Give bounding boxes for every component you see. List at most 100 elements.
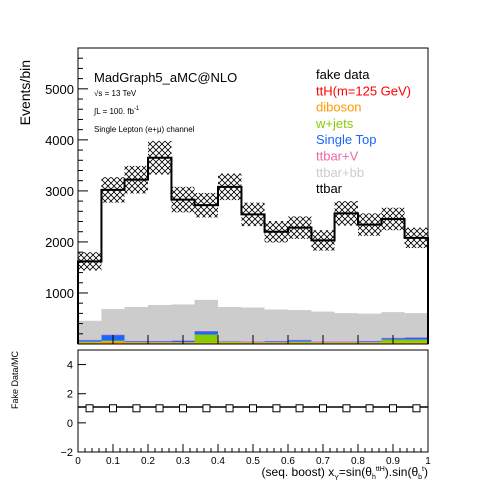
legend-entry-single-top: Single Top xyxy=(316,132,376,147)
bottom-x-tick-label: 0.4 xyxy=(211,456,225,467)
top-y-label: Events/bin xyxy=(17,60,33,125)
stack-ttbar-v-bin-0 xyxy=(78,339,102,341)
stack-ttbar-bb-bin-3 xyxy=(148,304,172,341)
ratio-point xyxy=(319,404,327,413)
ratio-point xyxy=(225,404,234,413)
bottom-x-tick-label: 0.2 xyxy=(141,456,155,467)
stack-single-top-bin-12 xyxy=(358,341,382,343)
top-y-tick-label: 4000 xyxy=(45,133,74,148)
stack-ttbar-v-bin-5 xyxy=(194,330,218,332)
top-y-tick-label: 2000 xyxy=(45,235,74,250)
bottom-x-tick-label: 0.9 xyxy=(386,456,400,467)
stack-ttbar-v-bin-3 xyxy=(148,340,172,342)
stack-ttbar-bb-bin-9 xyxy=(288,310,312,340)
bottom-y-tick-label: 2 xyxy=(67,389,73,401)
energy-label: √s = 13 TeV xyxy=(94,89,137,98)
stack-single-top-bin-3 xyxy=(148,341,172,343)
top-y-tick-label: 1000 xyxy=(45,286,74,301)
stack-diboson-bin-5 xyxy=(194,342,218,344)
stack-ttbar-bb-bin-7 xyxy=(241,307,265,342)
bottom-x-tick-label: 0.7 xyxy=(316,456,330,467)
stack-single-top-bin-14 xyxy=(404,337,428,340)
bottom-x-tick-label: 0.5 xyxy=(246,456,260,467)
ratio-point xyxy=(202,404,211,413)
lumi-label: ∫L = 100. fb-1 xyxy=(93,106,140,116)
bottom-x-axis: 0 0.1 0.2 0.3 0.4 0.5 0.6 0.7 0.8 0.9 1 xyxy=(75,444,431,467)
stack-diboson-bin-0 xyxy=(78,342,102,344)
stack-single-top-bin-8 xyxy=(264,341,288,343)
stack-ttbar-v-bin-14 xyxy=(404,337,428,338)
channel-label: Single Lepton (e+μ) channel xyxy=(94,125,195,134)
stack-w-jets-bin-8 xyxy=(264,342,288,343)
stack-ttbar-bb-bin-6 xyxy=(218,307,242,341)
ratio-point xyxy=(365,404,374,413)
ratio-point xyxy=(412,404,421,413)
stack-single-top-bin-0 xyxy=(78,340,102,342)
bottom-y-tick-label: 0 xyxy=(67,418,73,430)
top-y-axis: 1000 2000 3000 4000 5000 xyxy=(45,57,88,335)
legend-entry-tth-m-125-gev-: ttH(m=125 GeV) xyxy=(316,83,411,98)
ratio-point xyxy=(249,404,257,413)
bottom-x-tick-label: 0.3 xyxy=(176,456,190,467)
bottom-frame xyxy=(77,349,429,453)
stack-ttbar-bb-bin-0 xyxy=(78,320,102,340)
ratio-point xyxy=(389,404,397,413)
stack-w-jets-bin-9 xyxy=(288,341,312,343)
ttbar-total-line xyxy=(77,156,429,344)
stack-diboson-bin-6 xyxy=(218,342,242,344)
stack-diboson-bin-2 xyxy=(124,342,148,344)
stack-single-top-bin-2 xyxy=(124,341,148,343)
stack-w-jets-bin-14 xyxy=(404,339,428,343)
legend-entry-w-jets: w+jets xyxy=(315,116,354,131)
stack-ttbar-bb-bin-14 xyxy=(404,313,428,338)
stack-w-jets-bin-12 xyxy=(358,342,382,343)
legend-entry-ttbar-bb: ttbar+bb xyxy=(316,165,364,180)
stack-w-jets-bin-5 xyxy=(194,334,218,343)
stack-w-jets-bin-6 xyxy=(218,341,242,343)
stack-ttbar-v-bin-8 xyxy=(264,340,288,342)
ratio-point xyxy=(155,404,164,413)
bottom-x-tick-label: 1 xyxy=(425,456,431,467)
bottom-x-tick-label: 0.6 xyxy=(281,456,295,467)
ratio-point xyxy=(109,404,117,413)
stack-ttbar-bb-bin-13 xyxy=(381,312,405,338)
stack-single-top-bin-6 xyxy=(218,341,242,342)
legend-entry-ttbar: ttbar xyxy=(316,181,343,196)
ratio-point xyxy=(272,404,281,413)
stack-ttbar-v-bin-1 xyxy=(101,334,125,336)
top-y-tick-label: 3000 xyxy=(45,184,74,199)
stack-w-jets-bin-0 xyxy=(78,341,102,343)
stack-diboson-bin-11 xyxy=(334,342,358,344)
uncertainty-band xyxy=(78,140,428,271)
stack-ttbar-bb-bin-4 xyxy=(171,304,195,341)
ratio-point xyxy=(132,404,141,413)
stack-ttbar-v-bin-6 xyxy=(218,340,242,342)
bottom-y-tick-label: −2 xyxy=(60,447,73,459)
legend-entry-ttbar-v: ttbar+V xyxy=(316,149,359,164)
bottom-x-tick-label: 0 xyxy=(75,456,81,467)
stack-ttbar-bb-bin-12 xyxy=(358,313,382,341)
ratio-point xyxy=(85,404,94,413)
bottom-y-axis: −2 0 2 4 xyxy=(60,360,86,459)
stack-w-jets-bin-3 xyxy=(148,342,172,343)
stack-ttbar-bb-bin-1 xyxy=(101,309,125,335)
stack-ttbar-bb-bin-11 xyxy=(334,313,358,342)
legend-entry-diboson: diboson xyxy=(316,100,362,115)
x-axis-label: (seq. boost) xY=sin(θhttH).sin(θbt) xyxy=(262,465,428,482)
stack-diboson-bin-3 xyxy=(148,342,172,344)
top-y-tick-label: 5000 xyxy=(45,82,74,97)
stack-ttbar-v-bin-11 xyxy=(334,341,358,342)
stack-single-top-bin-9 xyxy=(288,340,312,342)
stack-ttbar-v-bin-9 xyxy=(288,339,312,341)
bottom-y-label: Fake Data/MC xyxy=(10,350,20,409)
stack-ttbar-v-bin-12 xyxy=(358,340,382,342)
stack-diboson-bin-9 xyxy=(288,342,312,344)
stack-diboson-bin-14 xyxy=(404,342,428,344)
stack-single-top-bin-5 xyxy=(194,331,218,335)
bottom-y-tick-label: 4 xyxy=(67,360,73,372)
bottom-x-tick-label: 0.8 xyxy=(351,456,365,467)
stack-ttbar-bb-bin-2 xyxy=(124,307,148,341)
top-x-ticks xyxy=(77,335,429,344)
